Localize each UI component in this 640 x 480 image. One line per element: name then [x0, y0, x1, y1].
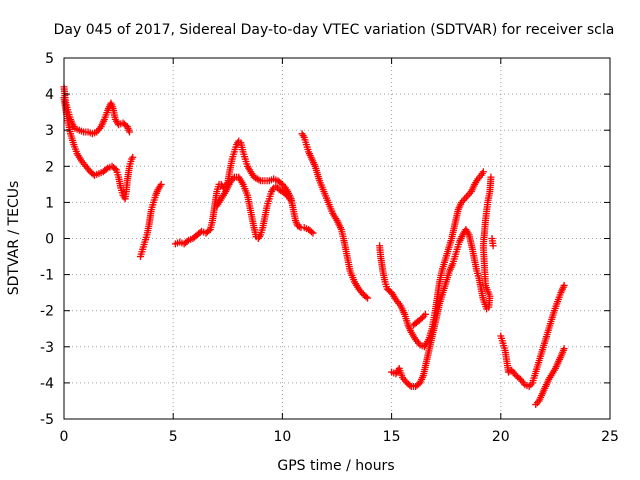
- data-point: [489, 242, 497, 250]
- x-tick-labels: 0 5 10 15 20 25: [60, 429, 619, 445]
- x-tick-label: 0: [60, 429, 69, 445]
- data-point: [506, 367, 514, 375]
- data-point: [417, 315, 425, 323]
- y-axis-label: SDTVAR / TECUs: [6, 181, 22, 296]
- y-tick-label: 0: [45, 232, 54, 248]
- y-tick-labels: -5 -4 -3 -2 -1 0 1 2 3 4 5: [40, 51, 54, 428]
- y-tick-label: 4: [45, 87, 54, 103]
- x-tick-label: 20: [492, 429, 510, 445]
- axis-ticks: [63, 57, 611, 420]
- y-tick-label: -5: [40, 412, 54, 428]
- x-tick-label: 5: [169, 429, 178, 445]
- data-point: [255, 176, 263, 184]
- y-tick-label: -2: [40, 304, 54, 320]
- data-point: [126, 128, 134, 136]
- y-tick-label: 5: [45, 51, 54, 67]
- y-tick-label: 3: [45, 123, 54, 139]
- data-point: [560, 345, 568, 353]
- data-point: [129, 153, 137, 161]
- data-point: [111, 165, 119, 173]
- data-point: [295, 223, 303, 231]
- data-point: [287, 197, 295, 205]
- data-point: [487, 173, 495, 181]
- data-point: [362, 293, 370, 301]
- x-tick-label: 10: [273, 429, 291, 445]
- data-points: [60, 83, 568, 409]
- data-point: [364, 294, 372, 302]
- y-tick-label: -1: [40, 268, 54, 284]
- x-axis-label: GPS time / hours: [277, 458, 394, 474]
- data-point: [421, 310, 429, 318]
- data-point: [102, 165, 110, 173]
- y-tick-label: -4: [40, 376, 54, 392]
- data-point: [479, 168, 487, 176]
- data-point: [406, 381, 414, 389]
- data-point: [309, 229, 317, 237]
- x-tick-label: 15: [383, 429, 401, 445]
- grid: [64, 58, 610, 419]
- data-point: [157, 180, 165, 188]
- data-point: [560, 281, 568, 289]
- x-tick-label: 25: [601, 429, 619, 445]
- y-tick-label: 1: [45, 195, 54, 211]
- data-point: [183, 238, 191, 246]
- chart-title: Day 045 of 2017, Sidereal Day-to-day VTE…: [54, 22, 615, 38]
- y-tick-label: 2: [45, 159, 54, 175]
- data-point: [308, 228, 316, 236]
- y-tick-label: -3: [40, 340, 54, 356]
